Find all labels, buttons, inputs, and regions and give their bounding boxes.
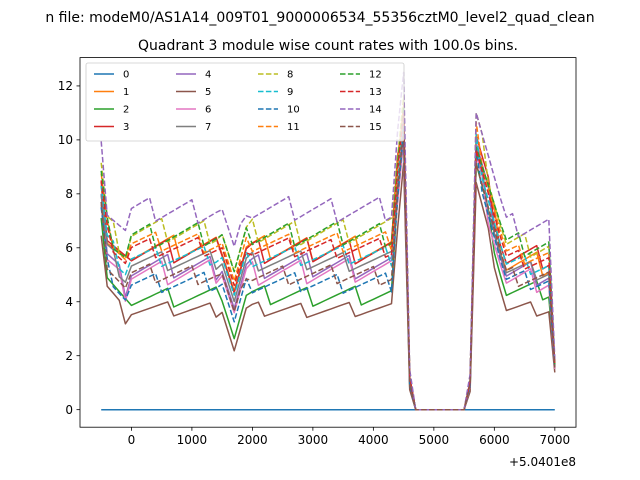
x-tick-label: 6000 (479, 433, 510, 447)
legend-label-2: 2 (123, 105, 129, 116)
x-tick-label: 1000 (177, 433, 208, 447)
series-line-15 (100, 128, 556, 411)
series-line-10 (100, 132, 556, 411)
legend-label-10: 10 (287, 105, 300, 116)
legend-label-7: 7 (205, 122, 211, 133)
x-tick-label: 4000 (358, 433, 389, 447)
legend-label-9: 9 (287, 87, 293, 98)
legend-label-0: 0 (123, 70, 129, 81)
series-line-4 (100, 123, 556, 411)
series-line-11 (100, 104, 556, 411)
x-tick-label: 3000 (298, 433, 329, 447)
axes-frame (79, 57, 577, 428)
legend-label-4: 4 (205, 70, 211, 81)
legend-label-12: 12 (369, 70, 382, 81)
legend-label-5: 5 (205, 87, 211, 98)
legend-label-8: 8 (287, 70, 293, 81)
y-tick-label: 12 (58, 79, 73, 93)
legend-label-11: 11 (287, 122, 300, 133)
figure-suptitle: n file: modeM0/AS1A14_009T01_9000006534_… (45, 10, 594, 26)
y-tick-label: 0 (65, 403, 73, 417)
chart-title: Quadrant 3 module wise count rates with … (138, 38, 518, 54)
series-line-14 (100, 71, 556, 411)
series-line-12 (100, 107, 556, 411)
y-tick-label: 10 (58, 133, 73, 147)
legend-box (85, 62, 405, 142)
legend-label-3: 3 (123, 122, 129, 133)
x-axis: 0 1000 2000 3000 4000 5000 6000 7000 (128, 427, 571, 447)
x-tick-label: 7000 (540, 433, 571, 447)
legend-label-15: 15 (369, 122, 382, 133)
y-tick-label: 4 (65, 295, 73, 309)
y-axis: 0 2 4 6 8 10 12 (58, 79, 80, 417)
series-line-13 (100, 112, 556, 411)
legend-label-6: 6 (205, 105, 211, 116)
x-tick-label: 2000 (237, 433, 268, 447)
y-tick-label: 6 (65, 241, 73, 255)
y-tick-label: 8 (65, 187, 73, 201)
x-tick-label: 0 (128, 433, 136, 447)
legend-label-1: 1 (123, 87, 129, 98)
series-line-5 (100, 162, 556, 411)
plot-area (100, 71, 556, 411)
y-tick-label: 2 (65, 349, 73, 363)
legend-label-13: 13 (369, 87, 382, 98)
x-tick-label: 5000 (419, 433, 450, 447)
x-axis-offset-label: +5.0401e8 (509, 455, 576, 469)
legend-label-14: 14 (369, 105, 382, 116)
